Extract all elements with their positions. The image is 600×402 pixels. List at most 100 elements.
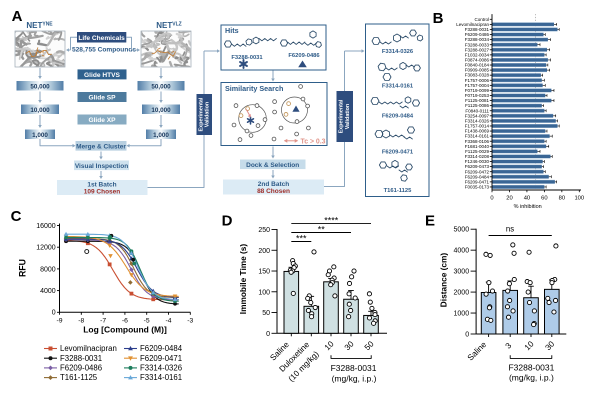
svg-text:100: 100 <box>574 195 584 201</box>
svg-text:F0840-0184: F0840-0184 <box>465 63 490 68</box>
svg-text:100: 100 <box>258 289 270 296</box>
svg-text:50: 50 <box>262 310 270 317</box>
svg-text:Levomilnacipran: Levomilnacipran <box>60 344 117 353</box>
svg-text:Dock & Selection: Dock & Selection <box>246 162 299 169</box>
svg-text:F6209-0486: F6209-0486 <box>288 53 320 59</box>
svg-text:3: 3 <box>504 341 514 351</box>
svg-text:F6209-0471: F6209-0471 <box>140 354 182 363</box>
svg-text:10,000: 10,000 <box>30 107 50 114</box>
svg-text:Distance (cm): Distance (cm) <box>439 253 449 308</box>
svg-text:2nd Batch: 2nd Batch <box>258 181 289 188</box>
svg-text:12000: 12000 <box>36 245 56 252</box>
svg-text:10,000: 10,000 <box>151 107 171 114</box>
svg-text:**: ** <box>318 224 326 234</box>
svg-text:F3083-0328: F3083-0328 <box>465 73 490 78</box>
svg-text:0: 0 <box>52 310 56 317</box>
svg-text:20: 20 <box>506 195 512 201</box>
svg-text:5000: 5000 <box>454 227 470 234</box>
svg-text:A: A <box>12 8 23 25</box>
svg-text:F3288-0031: F3288-0031 <box>465 27 490 32</box>
svg-text:F6209-0471: F6209-0471 <box>382 150 414 156</box>
svg-text:1000: 1000 <box>454 311 470 318</box>
svg-text:Visual Inspection: Visual Inspection <box>75 163 128 170</box>
svg-text:T161-1125: T161-1125 <box>384 188 412 194</box>
svg-text:F3314-0161: F3314-0161 <box>140 373 182 382</box>
svg-text:F6209-0471: F6209-0471 <box>465 179 490 184</box>
svg-text:F3254-0097: F3254-0097 <box>465 113 490 118</box>
svg-text:Validation: Validation <box>345 104 351 129</box>
svg-text:F0035-0173: F0035-0173 <box>465 184 490 189</box>
svg-text:ns: ns <box>506 225 514 234</box>
svg-text:F6209-0472: F6209-0472 <box>465 169 490 174</box>
svg-text:F0719-0099: F0719-0099 <box>465 88 490 93</box>
svg-text:F1125-0086: F1125-0086 <box>465 103 489 108</box>
svg-text:Glide HTVS: Glide HTVS <box>84 72 121 79</box>
svg-text:60: 60 <box>541 195 547 201</box>
svg-text:F3288-0034: F3288-0034 <box>465 37 490 42</box>
svg-text:C: C <box>11 208 22 225</box>
svg-text:Experimental: Experimental <box>339 99 345 133</box>
svg-text:8000: 8000 <box>40 266 56 273</box>
svg-text:0: 0 <box>266 331 270 338</box>
svg-text:80: 80 <box>559 195 565 201</box>
svg-text:F3314-0326: F3314-0326 <box>465 118 490 123</box>
svg-text:F3288-0031: F3288-0031 <box>60 354 102 363</box>
svg-text:% inhibition: % inhibition <box>514 204 542 210</box>
svg-text:B: B <box>433 10 444 27</box>
svg-text:Log [Compound (M)]: Log [Compound (M)] <box>83 325 167 335</box>
svg-text:Levomilnacipran: Levomilnacipran <box>456 22 489 27</box>
svg-text:F1125-0029: F1125-0029 <box>465 149 489 154</box>
svg-text:Life Chemicals: Life Chemicals <box>78 35 125 42</box>
svg-text:F1438-0069: F1438-0069 <box>465 129 490 134</box>
svg-text:F3314-0161: F3314-0161 <box>465 134 490 139</box>
svg-text:Control: Control <box>474 17 489 22</box>
svg-text:F6209-0484: F6209-0484 <box>465 174 490 179</box>
svg-text:F0874-0086: F0874-0086 <box>465 57 490 62</box>
svg-text:1,000: 1,000 <box>153 132 169 139</box>
svg-text:-4: -4 <box>165 317 171 324</box>
svg-text:200: 200 <box>258 248 270 255</box>
svg-text:F3288-0031: F3288-0031 <box>331 363 377 373</box>
svg-text:F6209-0484: F6209-0484 <box>140 344 183 353</box>
svg-text:-7: -7 <box>100 317 106 324</box>
svg-text:(mg/kg, i.p.): (mg/kg, i.p.) <box>509 373 554 383</box>
svg-text:Immobile Time (s): Immobile Time (s) <box>238 244 248 315</box>
svg-text:Experimental: Experimental <box>199 97 205 131</box>
svg-text:-9: -9 <box>56 317 62 324</box>
svg-text:50,000: 50,000 <box>151 83 171 90</box>
svg-text:F0909-0085: F0909-0085 <box>465 68 490 73</box>
svg-text:F3314-0208: F3314-0208 <box>465 154 490 159</box>
svg-text:F3314-0161: F3314-0161 <box>382 84 414 90</box>
svg-text:F1757-0014: F1757-0014 <box>465 124 490 129</box>
svg-text:4000: 4000 <box>454 248 470 255</box>
svg-text:F0840-0111: F0840-0111 <box>465 108 489 113</box>
svg-text:Tc > 0.3: Tc > 0.3 <box>301 138 326 145</box>
svg-text:Glide XP: Glide XP <box>88 117 116 124</box>
svg-text:F3314-0326: F3314-0326 <box>140 364 182 373</box>
svg-text:F1032-0034: F1032-0034 <box>465 52 490 57</box>
svg-text:0: 0 <box>465 332 469 339</box>
svg-text:F1757-0004: F1757-0004 <box>465 83 490 88</box>
svg-text:Similarity Search: Similarity Search <box>225 84 283 93</box>
svg-text:40: 40 <box>524 195 530 201</box>
svg-text:F6209-0484: F6209-0484 <box>382 114 414 120</box>
svg-text:F3314-0326: F3314-0326 <box>382 49 414 55</box>
svg-text:50,000: 50,000 <box>30 83 50 90</box>
svg-text:1,000: 1,000 <box>32 132 48 139</box>
svg-text:0: 0 <box>490 195 493 201</box>
svg-text:T161-1125: T161-1125 <box>60 373 98 382</box>
svg-text:88 Chosen: 88 Chosen <box>257 188 290 195</box>
svg-text:F6209-0486: F6209-0486 <box>60 364 102 373</box>
svg-text:Glide SP: Glide SP <box>88 95 116 102</box>
svg-text:F3288-0027: F3288-0027 <box>465 47 490 52</box>
svg-text:F3288-0031: F3288-0031 <box>231 55 263 61</box>
svg-text:4000: 4000 <box>40 288 56 295</box>
svg-text:2000: 2000 <box>454 290 470 297</box>
svg-text:150: 150 <box>258 269 270 276</box>
svg-text:F1125-0081: F1125-0081 <box>465 98 489 103</box>
svg-text:528,755 Compounds: 528,755 Compounds <box>72 47 136 54</box>
svg-text:F6209-0473: F6209-0473 <box>465 164 490 169</box>
svg-text:Hits: Hits <box>225 26 239 35</box>
svg-text:F1757-0006: F1757-0006 <box>465 78 490 83</box>
svg-text:F1246-0030: F1246-0030 <box>465 159 490 164</box>
